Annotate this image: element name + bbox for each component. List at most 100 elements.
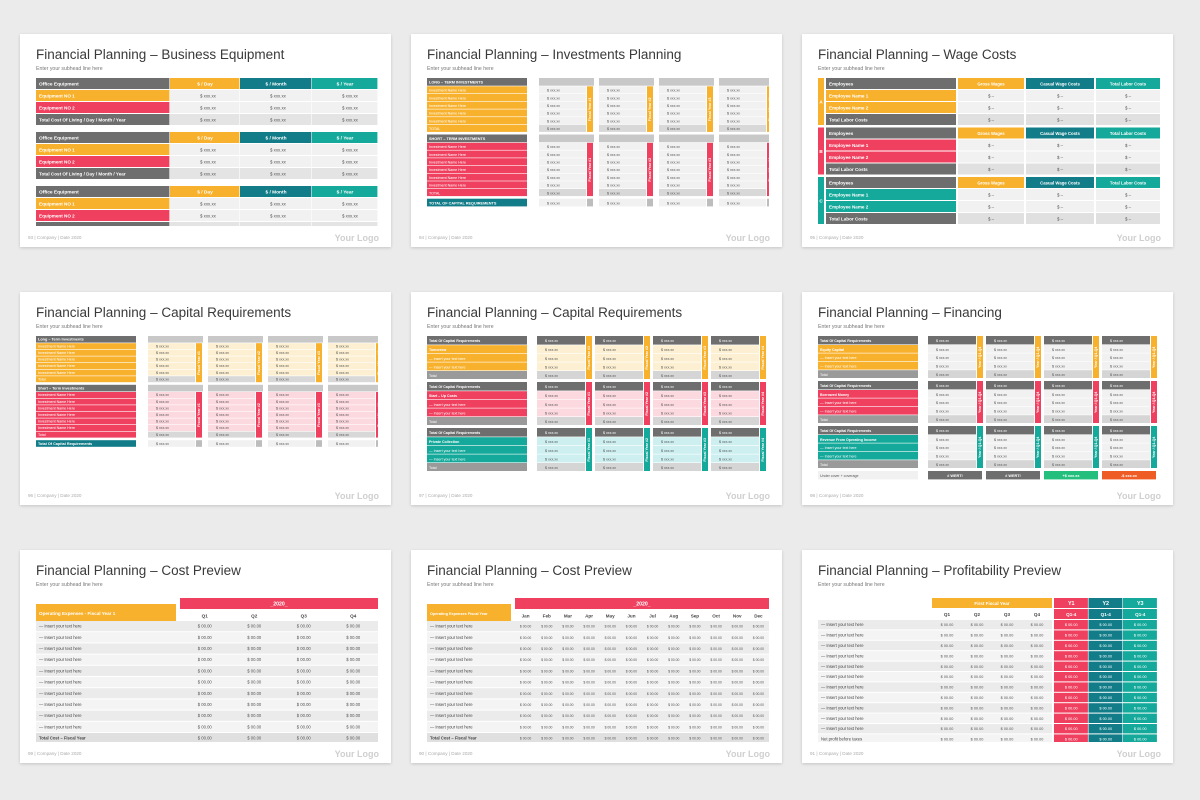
year-header	[1054, 598, 1088, 608]
value-cell	[170, 198, 240, 209]
value-text: $ xxx.xx	[994, 455, 1007, 459]
section-header-cell	[1102, 426, 1150, 435]
value-text: $ xxx.xx	[1110, 356, 1123, 360]
fiscal-year-bar	[767, 142, 769, 197]
value-text: $ 00.00	[941, 727, 954, 731]
value-cell	[928, 345, 976, 353]
value-cell	[595, 391, 643, 400]
table-row	[427, 621, 769, 632]
value-text: $ 00.00	[583, 725, 594, 729]
value-cell	[1102, 361, 1150, 370]
value-text: $ –	[1057, 167, 1064, 172]
section-header-cell	[148, 384, 203, 392]
section-header-cell	[268, 336, 323, 343]
slide-business-equipment[interactable]: Financial Planning – Business Equipment …	[20, 34, 391, 247]
table-header-text: Employees	[829, 131, 854, 136]
fiscal-year-bar	[587, 86, 593, 132]
year-value-cell	[1123, 713, 1157, 723]
row-label-cell	[427, 142, 527, 150]
value-text: $ xxx.xx	[603, 365, 616, 369]
slide-capital-requirements-2[interactable]: Financial Planning – Capital Requirement…	[411, 292, 782, 505]
value-text: $ 00.00	[541, 625, 552, 629]
value-text: $ 00.00	[247, 691, 262, 696]
value-text: $ xxx.xx	[336, 426, 349, 430]
slide-footer: 93 | Company | Date 2020	[28, 235, 81, 240]
value-cell	[328, 356, 375, 363]
row-label: — Insert your text here	[430, 624, 473, 629]
value-cell	[599, 165, 646, 173]
slide-capital-requirements-1[interactable]: Financial Planning – Capital Requirement…	[20, 292, 391, 505]
value-text: $ 00.00	[668, 714, 679, 718]
value-text: $ xxx.xx	[607, 176, 620, 180]
table-header-text: $ / Month	[265, 190, 286, 196]
value-text: $ 00.00	[605, 625, 616, 629]
slide-cost-preview-quarters[interactable]: Financial Planning – Cost Preview Enter …	[20, 550, 391, 763]
page-number: 90	[419, 751, 425, 756]
fiscal-year-label: Fiscal Year #1	[197, 351, 201, 375]
year-header	[1088, 598, 1123, 608]
fiscal-year-label: Year / Q1-Q4	[1152, 392, 1156, 413]
value-text: $ xxx.xx	[270, 148, 287, 153]
fiscal-year-bar	[1035, 336, 1041, 378]
value-text: $ xxx.xx	[936, 446, 949, 450]
fiscal-year-label: Fiscal Year #4	[377, 403, 378, 427]
row-label-cell	[427, 353, 527, 362]
value-cell	[719, 181, 766, 189]
value-text: $ –	[1057, 217, 1064, 222]
value-text: $ xxx.xx	[547, 112, 560, 116]
value-text: $ 00.00	[710, 725, 721, 729]
value-text: $ xxx.xx	[276, 393, 289, 397]
table-header-cell	[958, 127, 1024, 139]
row-label: — Insert your text here	[39, 657, 82, 662]
value-cell	[208, 405, 255, 412]
value-text: $ 00.00	[1134, 686, 1147, 690]
value-cell	[659, 189, 706, 197]
value-cell	[268, 392, 315, 398]
value-text: $ xxx.xx	[661, 394, 674, 398]
value-text: $ 00.00	[1099, 634, 1112, 638]
section-header-cell	[818, 426, 918, 435]
value-text: $ xxx.xx	[719, 394, 732, 398]
value-text: $ xxx.xx	[603, 431, 616, 435]
value-text: $ 00.00	[1134, 727, 1147, 731]
value-text: $ 00.00	[1001, 727, 1014, 731]
row-label: Employee Name 2	[829, 205, 869, 210]
section-header-cell	[36, 384, 136, 392]
slide-financing[interactable]: Financial Planning – Financing Enter you…	[802, 292, 1173, 505]
row-label-cell	[36, 198, 170, 209]
slide-profitability-preview[interactable]: Financial Planning – Profitability Previ…	[802, 550, 1173, 763]
row-label: — Insert your text here	[821, 695, 864, 700]
value-text: $ xxx.xx	[719, 403, 732, 407]
slide-wage-costs[interactable]: Financial Planning – Wage Costs Enter yo…	[802, 34, 1173, 247]
slide-investments-planning[interactable]: Financial Planning – Investments Plannin…	[411, 34, 782, 247]
value-text: $ 00.00	[541, 714, 552, 718]
value-text: $ 00.00	[647, 681, 658, 685]
row-label: Revenue From Operating Income	[820, 438, 877, 442]
year-value-cell	[1054, 640, 1088, 651]
value-text: $ 00.00	[710, 658, 721, 662]
value-text: $ 00.00	[668, 625, 679, 629]
row-label: Total	[820, 463, 828, 467]
slide-cost-preview-months[interactable]: Financial Planning – Cost Preview Enter …	[411, 550, 782, 763]
row-label-cell	[818, 353, 918, 362]
value-text: $ 00.00	[732, 737, 743, 741]
row-label: Equipment NO 2	[39, 160, 75, 165]
fiscal-year-bar	[702, 336, 708, 379]
value-text: $ 00.00	[732, 636, 743, 640]
value-text: $ xxx.xx	[1110, 339, 1123, 343]
value-text: $ xxx.xx	[719, 466, 732, 470]
row-label-cell	[36, 363, 136, 369]
fiscal-year-bar	[647, 198, 653, 207]
value-cell	[268, 363, 315, 369]
value-text: $ 00.00	[583, 692, 594, 696]
value-text: $ xxx.xx	[661, 466, 674, 470]
row-label: — Insert your text here	[821, 705, 864, 710]
row-label: — Insert your text here	[429, 403, 466, 407]
value-text: $ 00.00	[198, 635, 213, 640]
value-text: $ 00.00	[1099, 706, 1112, 710]
value-text: $ xxx.xx	[270, 214, 287, 219]
row-label-cell	[36, 144, 170, 155]
value-text: $ xxx.xx	[270, 172, 287, 177]
year-label: Y3	[1137, 601, 1144, 607]
footer-text: | Company | Date 2020	[816, 235, 864, 240]
